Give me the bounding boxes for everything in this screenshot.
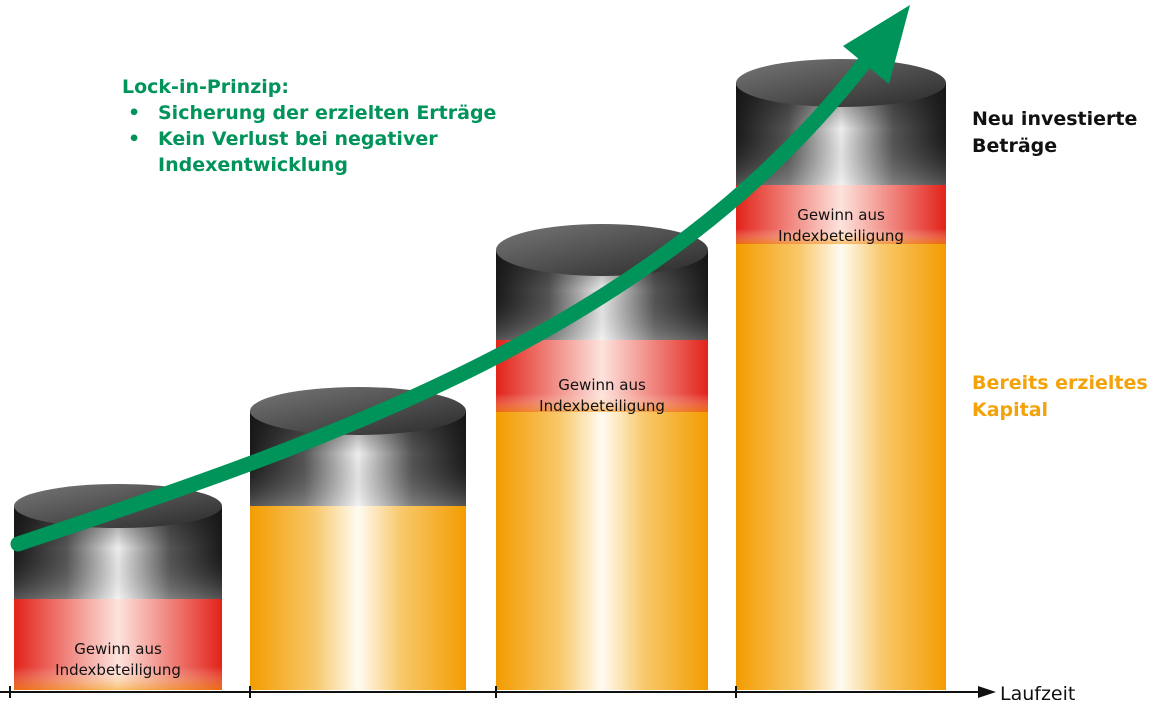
column-3-gain-label-1: Gewinn aus xyxy=(558,376,646,394)
column-1-gain-shade xyxy=(14,597,222,690)
axis-label: Laufzeit xyxy=(1000,683,1075,700)
column-4-gain-label-2: Indexbeteiligung xyxy=(778,227,904,245)
callout-bullets: Sicherung der erzielten Erträge Kein Ver… xyxy=(122,100,496,178)
column-4-gain-label-1: Gewinn aus xyxy=(797,206,885,224)
callout-bullet-1: Sicherung der erzielten Erträge xyxy=(122,100,496,126)
column-1-gain-label-1: Gewinn aus xyxy=(74,640,162,658)
column-4-gain-shade xyxy=(736,183,946,244)
legend-capital: Bereits erzieltes Kapital xyxy=(972,372,1148,421)
column-4-capital xyxy=(736,242,946,690)
callout-title: Lock-in-Prinzip: xyxy=(122,76,289,98)
legend-new-invested: Neu investierte Beträge xyxy=(972,108,1138,157)
column-3-gain-shade xyxy=(496,338,708,412)
column-4: Gewinn aus Indexbeteiligung xyxy=(736,59,946,690)
column-2 xyxy=(250,387,466,690)
lock-in-callout: Lock-in-Prinzip: Sicherung der erzielten… xyxy=(122,74,496,178)
callout-bullet-2: Kein Verlust bei negativer Indexentwickl… xyxy=(122,126,488,178)
axis-arrowhead xyxy=(978,686,996,698)
column-1-gain-label-2: Indexbeteiligung xyxy=(55,661,181,679)
column-3: Gewinn aus Indexbeteiligung xyxy=(496,224,708,690)
growth-arrow-head xyxy=(843,5,910,84)
column-2-capital xyxy=(250,504,466,690)
growth-arrow xyxy=(10,5,910,552)
growth-arrow-shaft xyxy=(10,50,876,552)
column-3-capital xyxy=(496,410,708,690)
column-3-gain-label-2: Indexbeteiligung xyxy=(539,397,665,415)
time-axis: Laufzeit xyxy=(0,683,1075,704)
